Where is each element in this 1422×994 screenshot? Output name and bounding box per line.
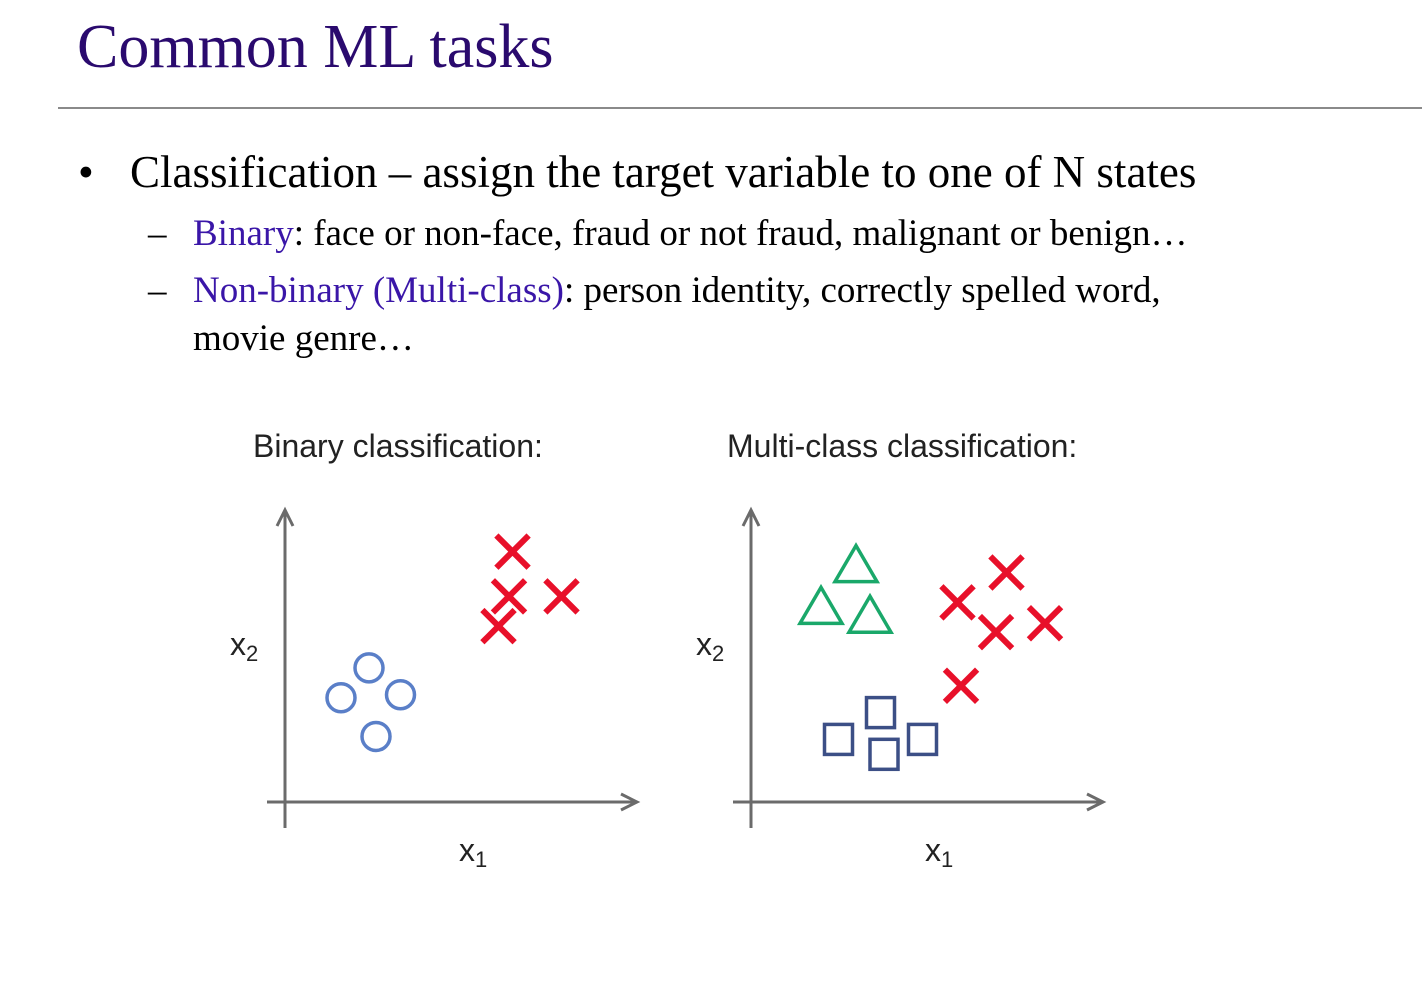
y-axis-arrow bbox=[741, 506, 761, 527]
y-axis-label: x2 bbox=[230, 626, 259, 666]
circle-point bbox=[325, 681, 357, 714]
multiclass-plot bbox=[733, 506, 1107, 828]
cross-point bbox=[490, 578, 528, 615]
chart-title: Multi-class classification: bbox=[727, 428, 1078, 464]
subbullet-marker: – bbox=[148, 270, 167, 311]
square-point bbox=[864, 695, 897, 730]
binary-plot bbox=[267, 506, 641, 828]
subbullet-rest: : face or non-face, fraud or not fraud, … bbox=[293, 213, 1188, 254]
circle-point bbox=[360, 720, 392, 753]
slide-title: Common ML tasks bbox=[77, 13, 554, 81]
chart-title: Binary classification: bbox=[253, 428, 543, 464]
triangle-point bbox=[845, 592, 895, 635]
binary-classification-chart: Binary classification: x2 x1 bbox=[170, 420, 730, 890]
multiclass-classification-chart: Multi-class classification: x2 x1 bbox=[636, 420, 1196, 890]
y-axis-arrow bbox=[275, 506, 295, 527]
subbullet-marker: – bbox=[148, 213, 167, 254]
square-point bbox=[906, 722, 939, 757]
x-axis-label: x1 bbox=[925, 832, 954, 872]
subbullet-term: Non-binary (Multi-class) bbox=[193, 270, 564, 311]
subbullet-term: Binary bbox=[193, 213, 294, 254]
cross-point bbox=[543, 578, 580, 615]
square-point bbox=[822, 722, 855, 757]
y-axis-label: x2 bbox=[696, 626, 725, 666]
triangle-point bbox=[831, 542, 881, 584]
subbullet-rest: : person identity, correctly spelled wor… bbox=[563, 270, 1161, 311]
cross-point bbox=[988, 554, 1025, 591]
circle-point bbox=[384, 678, 417, 711]
subbullet-text: Non-binary (Multi-class): person identit… bbox=[193, 267, 1161, 315]
bullet-text: Classification – assign the target varia… bbox=[130, 147, 1197, 197]
square-point bbox=[868, 737, 900, 772]
cross-point bbox=[1026, 604, 1064, 642]
cross-point bbox=[480, 607, 517, 645]
subbullet-text: Binary: face or non-face, fraud or not f… bbox=[193, 210, 1188, 258]
bullet-marker: • bbox=[78, 147, 94, 197]
circle-point bbox=[353, 652, 385, 684]
subbullet-rest-line2: movie genre… bbox=[193, 318, 414, 359]
x-axis-arrow bbox=[1086, 792, 1107, 812]
title-divider bbox=[58, 107, 1422, 109]
x-axis-label: x1 bbox=[459, 832, 488, 872]
cross-point bbox=[939, 584, 976, 621]
x-axis-arrow bbox=[620, 792, 641, 812]
cross-point bbox=[977, 613, 1015, 651]
cross-point bbox=[494, 533, 531, 570]
cross-point bbox=[942, 667, 980, 705]
triangle-point bbox=[796, 583, 846, 626]
